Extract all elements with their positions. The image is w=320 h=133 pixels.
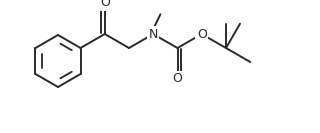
Text: O: O (197, 28, 207, 41)
Text: O: O (172, 72, 182, 86)
Text: O: O (100, 0, 110, 9)
Text: N: N (148, 28, 158, 41)
